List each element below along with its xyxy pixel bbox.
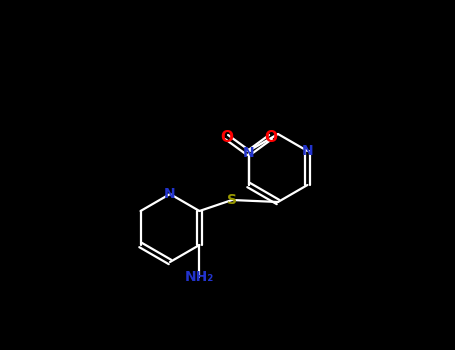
Text: O: O: [264, 130, 277, 145]
Text: O: O: [220, 130, 233, 145]
Text: NH₂: NH₂: [185, 270, 214, 284]
Text: N: N: [243, 146, 254, 160]
Text: N: N: [164, 187, 176, 201]
Text: S: S: [227, 193, 237, 207]
Text: N: N: [302, 144, 313, 158]
